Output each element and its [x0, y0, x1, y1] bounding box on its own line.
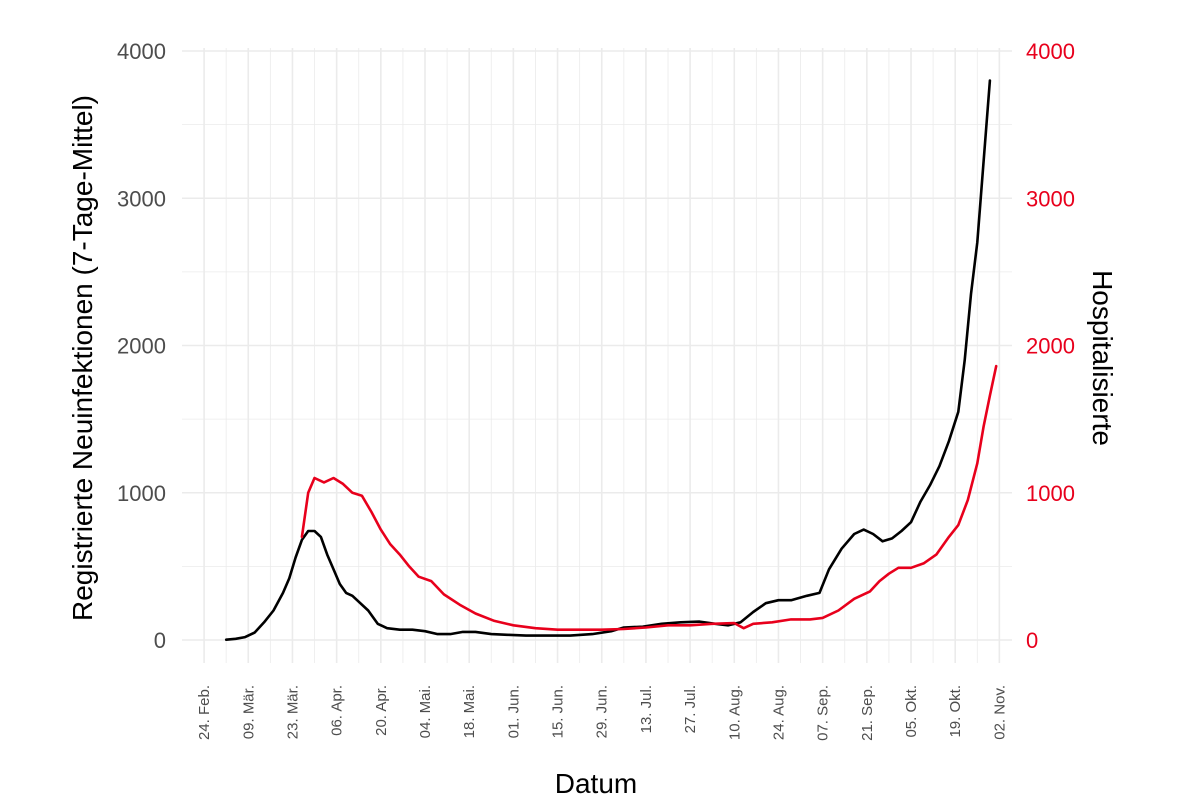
series-line-right — [300, 364, 998, 631]
grid-layer — [182, 48, 1012, 663]
x-tick-label: 29. Jun. — [594, 685, 611, 738]
y-tick-label-left: 3000 — [117, 186, 166, 211]
y-tick-label-right: 3000 — [1026, 186, 1075, 211]
x-tick-label: 07. Sep. — [815, 685, 832, 741]
series-layer — [224, 79, 998, 641]
y-tick-label-right: 4000 — [1026, 39, 1075, 64]
y-tick-label-left: 0 — [154, 628, 166, 653]
x-tick-label: 01. Jun. — [505, 685, 522, 738]
x-tick-label: 19. Okt. — [947, 685, 964, 738]
x-tick-label: 15. Jun. — [550, 685, 567, 738]
y-tick-label-left: 1000 — [117, 481, 166, 506]
y-tick-label-left: 4000 — [117, 39, 166, 64]
x-tick-label: 05. Okt. — [903, 685, 920, 738]
x-tick-label: 06. Apr. — [329, 685, 346, 736]
x-tick-label: 13. Jul. — [638, 685, 655, 733]
tick-layer: 0 1000 2000 3000 4000 0 1000 2000 3000 4000 24. Fe… — [117, 39, 1075, 741]
x-tick-label: 24. Aug. — [770, 685, 787, 740]
x-tick-label: 02. Nov. — [991, 685, 1008, 740]
y-axis-title-right: Hospitalisierte — [1087, 270, 1118, 446]
y-tick-label-right: 2000 — [1026, 334, 1075, 359]
x-tick-label: 20. Apr. — [373, 685, 390, 736]
x-tick-label: 27. Jul. — [682, 685, 699, 733]
y-tick-label-right: 0 — [1026, 628, 1038, 653]
x-tick-label: 24. Feb. — [196, 685, 213, 740]
x-axis-title: Datum — [555, 768, 637, 799]
y-axis-title-left: Registrierte Neuinfektionen (7-Tage-Mitt… — [67, 95, 98, 621]
x-tick-label: 09. Mär. — [240, 685, 257, 739]
x-tick-label: 21. Sep. — [859, 685, 876, 741]
y-tick-label-right: 1000 — [1026, 481, 1075, 506]
x-tick-label: 10. Aug. — [726, 685, 743, 740]
x-tick-label: 04. Mai. — [417, 685, 434, 738]
x-tick-label: 23. Mär. — [284, 685, 301, 739]
x-tick-label: 18. Mai. — [461, 685, 478, 738]
y-tick-label-left: 2000 — [117, 334, 166, 359]
series-line-left — [224, 79, 992, 641]
